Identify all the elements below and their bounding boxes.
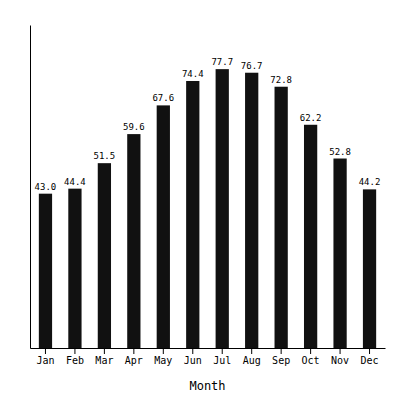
bars <box>39 69 376 348</box>
x-tick-label: Feb <box>66 355 84 366</box>
bar <box>275 87 288 348</box>
data-label: 67.6 <box>152 93 174 103</box>
x-tick-mark <box>45 348 46 354</box>
data-label: 52.8 <box>329 147 351 157</box>
x-tick: Nov <box>331 348 349 366</box>
bar <box>98 163 111 348</box>
x-axis: Jan Feb Mar Apr May Jun Jul Aug Sep Oct Nov Dec <box>31 348 386 366</box>
x-tick-label: Dec <box>361 355 379 366</box>
x-tick-label: Aug <box>243 355 261 366</box>
x-tick: Oct <box>302 348 320 366</box>
x-tick-mark <box>192 348 193 354</box>
x-tick: Mar <box>95 348 113 366</box>
x-tick: Apr <box>125 348 143 366</box>
bar <box>245 73 258 348</box>
x-axis-title: Month <box>189 379 225 393</box>
data-labels: 43.0 44.4 51.5 59.6 67.6 74.4 77.7 76.7 72.8 62.2… <box>35 57 381 192</box>
x-tick-label: May <box>154 355 172 366</box>
x-tick-mark <box>104 348 105 354</box>
x-tick-label: Jan <box>36 355 54 366</box>
x-tick: Jan <box>36 348 54 366</box>
x-tick-mark <box>251 348 252 354</box>
data-label: 77.7 <box>211 57 233 67</box>
x-tick: Jun <box>184 348 202 366</box>
x-tick-label: Jul <box>213 355 231 366</box>
bar <box>127 134 140 348</box>
x-tick-mark <box>222 348 223 354</box>
bar <box>157 105 170 348</box>
x-tick-mark <box>310 348 311 354</box>
x-tick-mark <box>340 348 341 354</box>
bar <box>186 81 199 348</box>
data-label: 74.4 <box>182 69 204 79</box>
x-tick-mark <box>281 348 282 354</box>
x-tick: Aug <box>243 348 261 366</box>
bar <box>304 125 317 348</box>
chart-container: Jan Feb Mar Apr May Jun Jul Aug Sep Oct Nov Dec 43.0… <box>0 0 400 400</box>
plot-area: Jan Feb Mar Apr May Jun Jul Aug Sep Oct Nov Dec 43.0… <box>31 26 386 367</box>
chart-svg: Jan Feb Mar Apr May Jun Jul Aug Sep Oct Nov Dec 43.0… <box>0 0 400 400</box>
data-label: 43.0 <box>35 182 57 192</box>
x-tick-mark <box>163 348 164 354</box>
y-axis <box>30 26 31 349</box>
bar <box>363 189 376 348</box>
x-tick-label: Nov <box>331 355 349 366</box>
x-tick: May <box>154 348 172 366</box>
x-tick: Sep <box>272 348 290 366</box>
bar <box>68 189 81 348</box>
x-tick-mark <box>369 348 370 354</box>
y-axis-line <box>30 26 31 349</box>
data-label: 59.6 <box>123 122 145 132</box>
x-axis-line <box>31 348 386 349</box>
x-tick: Jul <box>213 348 231 366</box>
data-label: 44.2 <box>359 177 381 187</box>
data-label: 51.5 <box>94 151 116 161</box>
bar <box>216 69 229 348</box>
bar <box>39 194 52 348</box>
data-label: 72.8 <box>270 75 292 85</box>
x-tick-label: Mar <box>95 355 113 366</box>
x-tick-mark <box>74 348 75 354</box>
data-label: 76.7 <box>241 61 263 71</box>
x-tick: Feb <box>66 348 84 366</box>
x-tick-label: Oct <box>302 355 320 366</box>
bar <box>333 159 346 348</box>
x-tick-label: Sep <box>272 355 290 366</box>
x-tick-label: Jun <box>184 355 202 366</box>
x-tick-label: Apr <box>125 355 143 366</box>
x-tick: Dec <box>361 348 379 366</box>
data-label: 44.4 <box>64 177 86 187</box>
x-tick-mark <box>133 348 134 354</box>
data-label: 62.2 <box>300 113 322 123</box>
